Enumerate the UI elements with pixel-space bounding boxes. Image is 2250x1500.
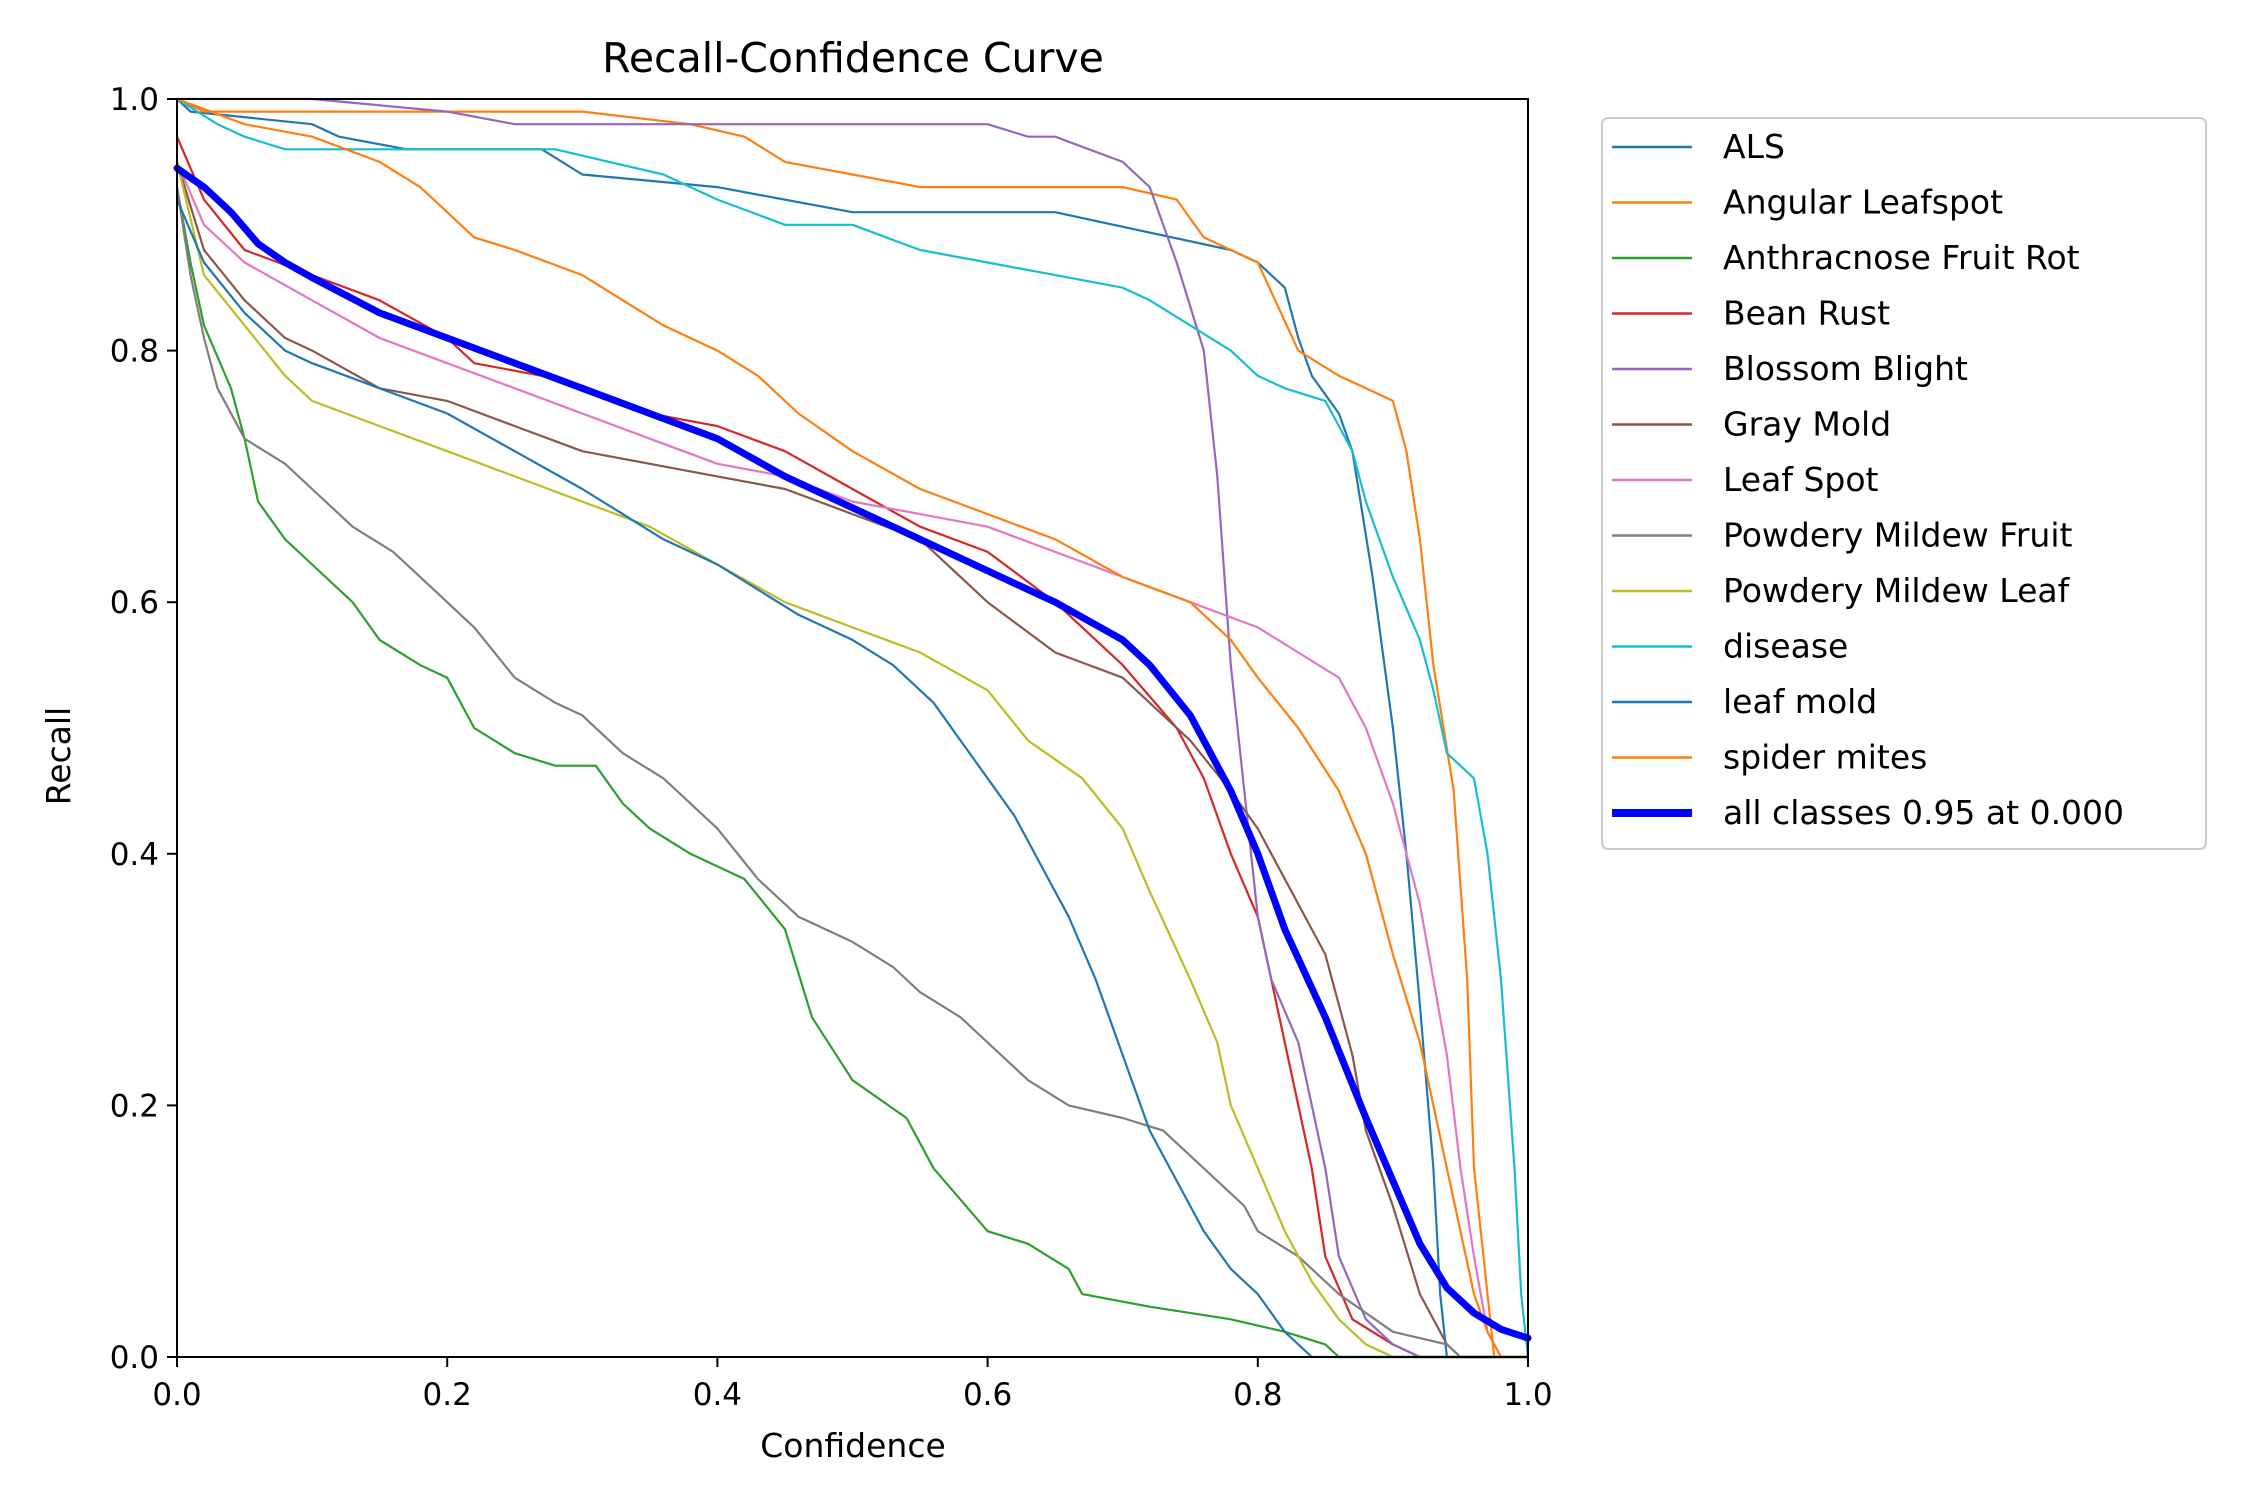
y-tick-label: 0.4 bbox=[110, 837, 159, 873]
y-axis-label: Recall bbox=[39, 707, 78, 805]
legend-label-leaf-spot: Leaf Spot bbox=[1723, 460, 1879, 499]
series-line-anthracnose-fruit-rot bbox=[175, 186, 1530, 1359]
series-line-gray-mold bbox=[175, 160, 1530, 1359]
legend-label-bean-rust: Bean Rust bbox=[1723, 294, 1890, 333]
series-line-angular-leafspot bbox=[175, 97, 1530, 1359]
legend-label-powdery-mildew-leaf: Powdery Mildew Leaf bbox=[1723, 571, 2071, 610]
x-tick-label: 0.8 bbox=[1233, 1377, 1282, 1413]
x-axis-label: Confidence bbox=[760, 1426, 946, 1465]
x-tick-label: 1.0 bbox=[1503, 1377, 1552, 1413]
legend-label-gray-mold: Gray Mold bbox=[1723, 405, 1891, 444]
legend-label-all-classes-0-95-at-0-000: all classes 0.95 at 0.000 bbox=[1723, 793, 2124, 832]
y-tick-label: 0.6 bbox=[110, 585, 159, 621]
chart-title: Recall-Confidence Curve bbox=[602, 34, 1104, 82]
series-line-powdery-mildew-leaf bbox=[175, 160, 1530, 1359]
y-tick-label: 0.8 bbox=[110, 334, 159, 370]
legend-label-disease: disease bbox=[1723, 627, 1848, 666]
series-line-spider-mites bbox=[175, 97, 1530, 1359]
series-line-all-classes-0-95-at-0-000 bbox=[173, 164, 1532, 1342]
legend-label-anthracnose-fruit-rot: Anthracnose Fruit Rot bbox=[1723, 238, 2080, 277]
x-tick-label: 0.6 bbox=[963, 1377, 1012, 1413]
series-line-leaf-spot bbox=[175, 160, 1530, 1359]
legend-label-spider-mites: spider mites bbox=[1723, 738, 1927, 777]
legend: ALS Angular Leafspot Anthracnose Fruit Rot… bbox=[1601, 117, 2207, 850]
series-line-leaf-mold bbox=[175, 198, 1530, 1359]
y-tick-label: 0.0 bbox=[110, 1340, 159, 1376]
series-line-powdery-mildew-fruit bbox=[175, 186, 1530, 1359]
legend-label-angular-leafspot: Angular Leafspot bbox=[1723, 183, 2003, 222]
series-line-disease bbox=[175, 97, 1530, 1359]
series-line-blossom-blight bbox=[175, 97, 1530, 1359]
y-tick-label: 0.2 bbox=[110, 1088, 159, 1124]
x-tick-label: 0.0 bbox=[152, 1377, 201, 1413]
legend-label-leaf-mold: leaf mold bbox=[1723, 682, 1877, 721]
legend-items: ALS Angular Leafspot Anthracnose Fruit Rot… bbox=[1612, 127, 2124, 832]
x-tick-label: 0.4 bbox=[693, 1377, 742, 1413]
series-layer bbox=[173, 97, 1532, 1359]
legend-label-blossom-blight: Blossom Blight bbox=[1723, 349, 1968, 388]
plot-frame bbox=[176, 98, 1529, 1358]
x-tick-label: 0.2 bbox=[423, 1377, 472, 1413]
x-axis-ticks: 0.0 0.2 0.4 0.6 0.8 1.0 bbox=[152, 1357, 1553, 1413]
y-axis-ticks: 0.0 0.2 0.4 0.6 0.8 1.0 bbox=[110, 82, 177, 1376]
legend-box bbox=[1601, 117, 2207, 850]
legend-label-powdery-mildew-fruit: Powdery Mildew Fruit bbox=[1723, 516, 2073, 555]
legend-label-als: ALS bbox=[1723, 127, 1785, 166]
y-tick-label: 1.0 bbox=[110, 82, 159, 118]
